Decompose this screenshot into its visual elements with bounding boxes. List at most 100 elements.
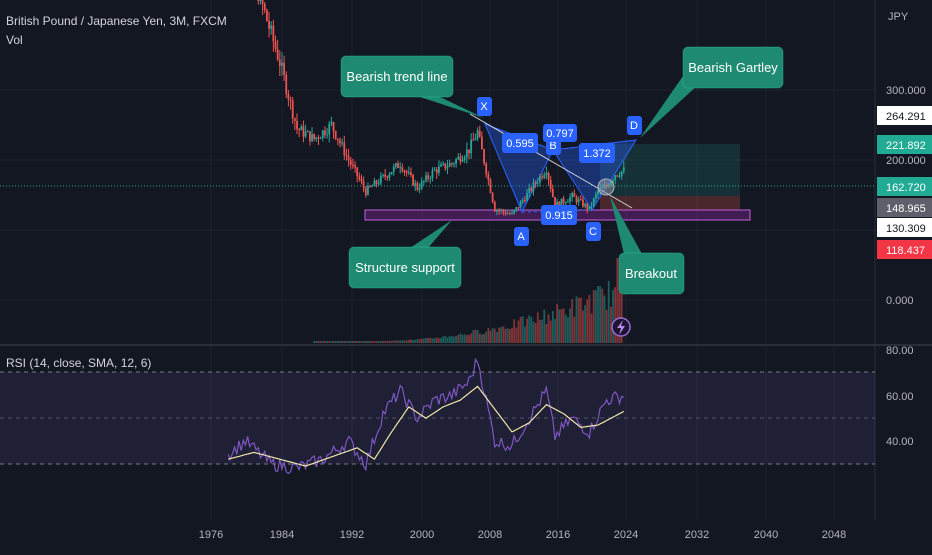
volume-bar (483, 333, 485, 343)
chart-title[interactable]: British Pound / Japanese Yen, 3M, FXCM (6, 14, 227, 28)
volume-bar (502, 326, 505, 343)
volume-bar (614, 287, 617, 343)
volume-bar (459, 333, 462, 343)
volume-bar (543, 309, 546, 343)
volume-bar (397, 340, 399, 343)
callout-breakout[interactable]: Breakout (610, 196, 685, 295)
volume-bar (556, 304, 559, 343)
candle-body (395, 163, 397, 167)
candle-body (476, 130, 479, 139)
candle-body (407, 172, 410, 174)
callout-support[interactable]: Structure support (348, 220, 462, 289)
candle-body (592, 198, 595, 206)
callout-trend-line[interactable]: Bearish trend line (340, 55, 484, 118)
volume-bar (605, 309, 608, 343)
x-tick-2008: 2008 (478, 529, 502, 541)
candle-body (283, 62, 285, 75)
volume-bar (336, 341, 339, 343)
volume-bar (442, 336, 445, 343)
volume-bar (360, 341, 363, 343)
candle-body (319, 137, 322, 139)
candle-body (586, 203, 589, 210)
candle-body (403, 170, 406, 172)
volume-bar (343, 341, 346, 343)
candle-body (564, 202, 567, 204)
callout-gartley[interactable]: Bearish Gartley (640, 46, 784, 138)
candle-body (321, 130, 324, 138)
ratio-bd: 0.915 (545, 210, 573, 222)
volume-bar (438, 338, 440, 343)
volume-bar (401, 340, 404, 343)
rsi-line (227, 357, 625, 475)
point-x-label-bg (477, 97, 492, 116)
volume-bar (414, 339, 417, 343)
volume-bar (500, 326, 503, 343)
candle-body (405, 171, 408, 173)
volume-bar (491, 328, 494, 343)
rsi-tick-40: 40.00 (886, 436, 914, 448)
price-tag-118: 118.437 (886, 245, 925, 257)
candle-body (582, 199, 584, 207)
volume-bar (427, 337, 430, 343)
rsi-label[interactable]: RSI (14, close, SMA, 12, 6) (6, 356, 152, 370)
candle-body (541, 176, 543, 178)
volume-bar (416, 339, 419, 343)
candle-body (397, 163, 399, 168)
volume-bar (461, 334, 464, 343)
volume-bar (433, 338, 436, 343)
time-axis: 1976 1984 1992 2000 2008 2016 2024 2032 … (199, 529, 846, 541)
volume-bar (392, 340, 395, 343)
volume-bar (489, 330, 492, 343)
volume-bar (558, 309, 561, 343)
volume-label[interactable]: Vol (6, 33, 23, 47)
candle-body (371, 186, 374, 188)
volume-bar (485, 331, 488, 343)
candle-body (367, 185, 369, 195)
volume-bar (597, 285, 599, 343)
candle-body (276, 48, 279, 60)
volume-bar (582, 310, 584, 343)
volume-bar (369, 341, 371, 343)
candle-body (453, 163, 455, 165)
candle-body (554, 196, 556, 208)
candle-body (388, 174, 391, 178)
volume-bar (584, 304, 586, 343)
price-tags: 264.291 221.892 162.720 148.965 130.309 … (877, 106, 932, 259)
point-b-label: B (549, 140, 556, 152)
volume-bar (457, 334, 460, 343)
candle-body (579, 199, 582, 201)
volume-bar (569, 308, 571, 343)
volume-bar (386, 340, 389, 343)
lightning-icon[interactable] (611, 317, 631, 337)
candle-body (515, 207, 518, 211)
x-tick-1992: 1992 (340, 529, 364, 541)
candle-body (369, 185, 371, 187)
volume-bar (476, 329, 479, 343)
volume-bar (321, 341, 324, 343)
volume-bar (448, 336, 451, 343)
volume-bar (562, 308, 565, 343)
candle-body (272, 25, 275, 42)
volume-bar (330, 341, 333, 343)
candle-body (455, 159, 457, 164)
volume-bar (453, 336, 455, 343)
candle-body (358, 176, 361, 180)
candle-body (330, 122, 333, 124)
candle-body (317, 137, 320, 139)
volume-bar (465, 334, 468, 343)
volume-bar (371, 341, 374, 343)
rsi-sma-line (228, 385, 625, 467)
volume-bar (382, 340, 384, 343)
candle-body (465, 149, 468, 158)
volume-bar (612, 289, 614, 343)
y-tick-200: 200.000 (886, 155, 926, 167)
candle-body (526, 192, 528, 201)
volume-bar (472, 330, 475, 343)
candle-body (360, 179, 363, 182)
candle-body (336, 138, 339, 141)
volume-bar (399, 340, 402, 343)
volume-bar (549, 320, 552, 343)
candle-body (332, 122, 335, 132)
candle-body (296, 120, 298, 130)
